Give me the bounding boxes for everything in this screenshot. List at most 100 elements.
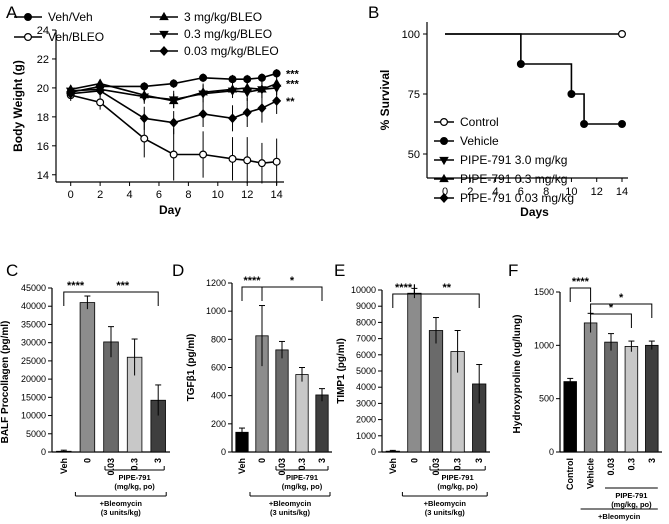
significance-label: **** (243, 275, 261, 287)
data-point (140, 134, 149, 143)
y-tick-label: 35000 (21, 319, 46, 329)
y-tick-label: 30000 (21, 338, 46, 348)
x-tick-label: 2 (97, 189, 103, 201)
bleomycin-label: +Bleomycin (424, 499, 467, 508)
data-point (198, 108, 208, 119)
x-tick-label: 0 (442, 186, 448, 198)
x-tick-label: 0 (82, 458, 92, 463)
significance-bracket (590, 309, 632, 328)
y-tick-label: 25000 (21, 356, 46, 366)
legend-label: Veh/BLEO (48, 30, 104, 44)
x-tick-label: 0 (409, 458, 419, 463)
legend-marker (24, 13, 33, 22)
x-tick-label: 3 (474, 458, 484, 463)
data-point (199, 150, 208, 159)
y-tick-label: 5000 (356, 366, 376, 376)
data-point (199, 73, 208, 82)
panel-label-a: A (6, 3, 18, 22)
legend-marker (439, 173, 449, 183)
panel-label-c: C (6, 261, 18, 280)
x-tick-label: 12 (241, 189, 253, 201)
y-tick-label: 0 (221, 447, 226, 457)
bar-Control (563, 381, 577, 453)
y-tick-label: 15000 (21, 392, 46, 402)
significance-label: *** (286, 79, 300, 91)
x-tick-label: 3 (647, 458, 657, 463)
legend-label: Veh/Veh (48, 10, 93, 24)
y-tick-label: 600 (211, 363, 226, 373)
legend-label: 0.03 mg/kg/BLEO (184, 44, 279, 58)
y-tick-label: 24 (37, 25, 49, 37)
legend-label: 3 mg/kg/BLEO (184, 10, 262, 24)
bar-Vehicle (583, 322, 598, 453)
bar-3 (645, 344, 659, 453)
data-point (257, 159, 266, 168)
x-tick-label: 4 (126, 189, 132, 201)
significance-label: ** (286, 96, 295, 108)
x-tick-label: 3 (153, 458, 163, 463)
y-tick-label: 2000 (356, 415, 376, 425)
x-tick-label: 6 (518, 186, 524, 198)
x-tick-label: Veh (237, 458, 247, 474)
bleomycin-label: +Bleomycin (269, 499, 312, 508)
data-point (139, 93, 150, 102)
y-axis-title: TGFβ1 (pg/ml) (186, 334, 197, 402)
y-axis-title: % Survival (378, 70, 392, 131)
series-vehicle (445, 33, 626, 128)
y-tick-label: 1200 (206, 278, 226, 288)
panel-b-chart: 0 2 4 6 8 10 12 14 50 75 100 Days % Survival Control V… (378, 22, 628, 219)
y-tick-label: 9000 (356, 301, 376, 311)
y-axis-title: Body Weight (g) (11, 60, 25, 152)
bar-0.3 (295, 374, 309, 453)
y-tick-label: 3000 (356, 398, 376, 408)
y-tick-label: 0 (371, 447, 376, 457)
y-tick-label: 6000 (356, 350, 376, 360)
y-tick-label: 22 (37, 54, 49, 66)
data-point (95, 85, 105, 96)
legend-label: PIPE-791 0.03 mg/kg (460, 191, 574, 205)
x-tick-label: 10 (212, 189, 224, 201)
significance-bracket (590, 303, 653, 318)
significance-label: **** (572, 276, 590, 288)
y-tick-label: 7000 (356, 334, 376, 344)
dose-label: (mg/kg, po) (114, 482, 155, 491)
y-tick-label: 10000 (351, 285, 376, 295)
y-tick-label: 1000 (534, 340, 554, 350)
data-point (516, 59, 525, 68)
x-tick-label: 14 (271, 189, 283, 201)
x-tick-label: 0 (68, 189, 74, 201)
legend: Veh/Veh Veh/BLEO 3 mg/kg/BLEO 0.3 mg/kg/BLE… (14, 10, 279, 58)
panel-f-chart: 0 500 1000 1500 Hydroxyproline (ug/lung) Cont… (512, 276, 662, 521)
bleomycin-dose-label: (3 units/kg) (270, 508, 311, 517)
legend-label: PIPE-791 3.0 mg/kg (460, 153, 567, 167)
panel-label-e: E (334, 261, 345, 280)
data-point (66, 88, 76, 99)
dose-label: (mg/kg, po) (437, 482, 478, 491)
x-tick-label: 6 (156, 189, 162, 201)
legend-marker (439, 193, 449, 203)
data-point (169, 150, 178, 159)
y-axis-title: TIMP1 (pg/ml) (336, 338, 347, 404)
data-point (257, 73, 266, 82)
data-point (242, 89, 253, 98)
drug-label: PIPE-791 (442, 473, 474, 482)
data-point (96, 98, 105, 107)
x-tick-label: 0.3 (130, 458, 140, 471)
significance-label: * (290, 275, 295, 287)
x-tick-label: 8 (543, 186, 549, 198)
panel-label-b: B (368, 3, 379, 22)
legend-marker (439, 156, 449, 166)
data-point (617, 30, 626, 39)
x-tick-label: 8 (185, 189, 191, 201)
bar-3 (315, 394, 329, 453)
y-tick-label: 1500 (534, 287, 554, 297)
data-point (272, 95, 282, 106)
drug-label: PIPE-791 (615, 491, 647, 500)
x-tick-label: Veh (388, 458, 398, 474)
survival-step-line (445, 33, 622, 125)
data-point (580, 119, 589, 128)
data-point (227, 113, 238, 124)
y-tick-label: 4000 (356, 382, 376, 392)
legend-marker (440, 137, 449, 146)
significance-bracket (261, 286, 323, 301)
